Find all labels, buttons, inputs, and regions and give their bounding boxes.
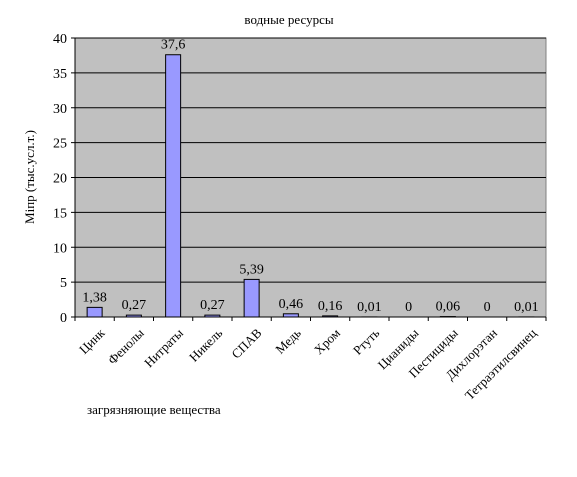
y-tick-label: 25: [53, 137, 67, 152]
gridlines: [75, 37, 546, 283]
data-label: 0,27: [122, 298, 147, 313]
x-category-label: Никель: [186, 325, 225, 364]
data-label: 37,6: [161, 38, 186, 53]
x-category-label: Нитраты: [141, 325, 186, 370]
y-axis-title: Mіпр (тыс.усл.т.): [22, 130, 37, 224]
data-label: 0,06: [436, 300, 461, 315]
data-label: 0,46: [279, 297, 304, 312]
bar: [86, 306, 103, 318]
x-category-label: Тетраэтилсвинец: [462, 325, 540, 403]
y-tick-label: 20: [53, 172, 67, 187]
x-category-label: Хром: [311, 325, 343, 357]
data-label: 0: [405, 300, 412, 315]
y-tick-label: 40: [53, 32, 67, 47]
data-label: 0: [484, 300, 491, 315]
data-label: 1,38: [82, 290, 107, 305]
y-tick-label: 30: [53, 102, 67, 117]
y-tick-label: 0: [60, 311, 67, 326]
data-label: 0,01: [514, 300, 539, 315]
x-category-label: Медь: [272, 325, 304, 357]
data-labels: 1,38 0,27 37,6 0,27 5,39 0,46 0,16 0,01 0 0,06 0 0,…: [82, 38, 538, 315]
x-category-label: Ртуть: [350, 325, 382, 357]
y-tick-label: 5: [60, 276, 67, 291]
y-tick-labels: 0 5 10 15 20 25 30 35 40: [53, 32, 75, 326]
data-label: 5,39: [239, 262, 264, 277]
x-category-label: Фенолы: [105, 325, 147, 367]
bar: [165, 54, 182, 318]
data-label: 0,27: [200, 298, 225, 313]
y-tick-label: 15: [53, 206, 67, 221]
data-label: 0,01: [357, 300, 382, 315]
y-tick-label: 35: [53, 67, 67, 82]
data-label: 0,16: [318, 299, 343, 314]
x-axis-title: загрязняющие вещества: [87, 402, 221, 417]
y-tick-label: 10: [53, 241, 67, 256]
bar: [243, 278, 260, 318]
bars: [86, 54, 535, 318]
x-category-label: СПАВ: [228, 325, 264, 361]
x-category-label: Цинк: [76, 325, 108, 357]
chart-title: водные ресурсы: [244, 12, 333, 27]
